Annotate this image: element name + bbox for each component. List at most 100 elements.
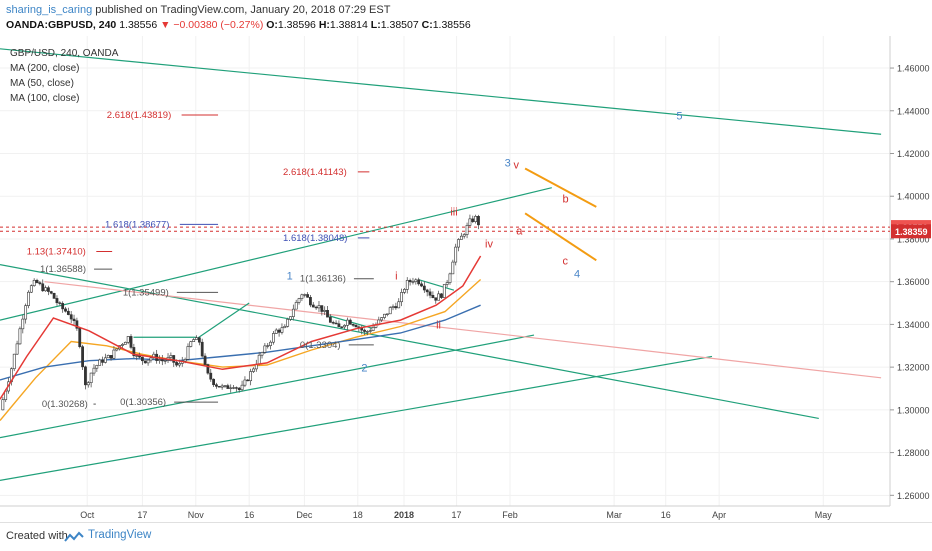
- candle-body: [158, 359, 161, 361]
- candle-body: [368, 330, 372, 332]
- candle-body: [195, 337, 198, 340]
- candle-body: [47, 287, 50, 292]
- candle-body: [55, 298, 59, 304]
- created-with-text: Created with: [6, 530, 68, 542]
- published-text: published on TradingView.com, January 20…: [95, 4, 391, 16]
- ma100-line: [0, 278, 482, 421]
- legend-ma200[interactable]: MA (200, close): [10, 63, 80, 74]
- candle-body: [400, 292, 403, 303]
- price-chart[interactable]: 1.46000 1.44000 1.42000 1.40000 1.38000 1.360…: [0, 36, 932, 522]
- candle-body: [411, 281, 415, 283]
- candle-body: [266, 345, 270, 347]
- candle-body: [277, 329, 281, 333]
- candle-body: [391, 306, 395, 308]
- legend-symbol[interactable]: GBP/USD, 240, OANDA: [10, 48, 119, 59]
- candle-body: [289, 316, 292, 320]
- wave-label: b: [562, 194, 568, 206]
- candle-body: [92, 367, 96, 374]
- trendline: [0, 334, 535, 439]
- projection-line: [524, 167, 597, 208]
- candle-body: [61, 303, 65, 310]
- fib-label: 2.618(1.41143): [283, 167, 347, 178]
- candle-body: [226, 385, 230, 389]
- candle-body: [141, 356, 144, 362]
- symbol-line: OANDA:GBPUSD, 240 1.38556 ▼ −0.00380 (−0…: [6, 19, 471, 31]
- candle-body: [38, 282, 42, 285]
- wave-label: 2: [361, 362, 367, 374]
- wave-label: 3: [505, 157, 511, 169]
- y-tick-label: 1.38000: [897, 234, 930, 244]
- x-tick-label: Apr: [712, 510, 726, 520]
- candle-body: [383, 313, 386, 318]
- x-tick-label: Mar: [606, 510, 622, 520]
- legend-ma50[interactable]: MA (50, close): [10, 78, 74, 89]
- candle-body: [103, 357, 107, 363]
- candle-body: [29, 285, 33, 293]
- candle-body: [465, 225, 469, 235]
- candle-body: [405, 280, 409, 290]
- open-value: 1.38596: [277, 19, 316, 31]
- candle-body: [98, 359, 102, 366]
- candle-body: [422, 285, 426, 291]
- candle-body: [215, 384, 218, 387]
- x-tick-label: 17: [137, 510, 147, 520]
- wave-label: 5: [676, 110, 682, 122]
- fib-label: 1(1.36588): [40, 264, 86, 275]
- legend-ma100[interactable]: MA (100, close): [10, 93, 80, 104]
- candle-body: [388, 307, 392, 315]
- y-tick-label: 1.26000: [897, 491, 930, 501]
- x-tick-label: Feb: [502, 510, 518, 520]
- candle-body: [237, 387, 241, 391]
- candle-body: [121, 344, 124, 346]
- candle-body: [232, 387, 235, 389]
- price-tag-box: [891, 224, 931, 239]
- candle-body: [340, 326, 344, 328]
- candle-body: [200, 341, 204, 357]
- wave-label: 4: [574, 268, 580, 280]
- tradingview-brand[interactable]: TradingView: [88, 529, 152, 541]
- candle-body: [146, 359, 150, 364]
- candle-body: [417, 279, 421, 285]
- price-change: −0.00380 (−0.27%): [173, 19, 264, 31]
- wave-label: iii: [450, 206, 457, 218]
- projection-line: [524, 212, 597, 262]
- candle-body: [331, 322, 335, 324]
- x-tick-label: Nov: [188, 510, 205, 520]
- price-tag-label: 1.38359: [895, 227, 928, 237]
- candle-body: [101, 359, 104, 363]
- candle-body: [474, 216, 478, 222]
- candle-body: [286, 319, 290, 327]
- candle-body: [86, 382, 90, 386]
- candle-body: [365, 331, 369, 333]
- low-value: 1.38507: [380, 19, 419, 31]
- y-tick-label: 1.28000: [897, 448, 930, 458]
- candle-body: [380, 317, 384, 321]
- candle-body: [24, 305, 28, 320]
- author-link[interactable]: sharing_is_caring: [6, 4, 93, 16]
- fib-label: 1(1.36136): [300, 274, 346, 285]
- candle-body: [371, 327, 375, 331]
- candle-body: [445, 282, 449, 285]
- wave-label: i: [395, 271, 397, 283]
- candle-body: [249, 371, 253, 382]
- candle-body: [297, 298, 301, 303]
- candle-body: [44, 287, 47, 292]
- x-tick-label: Oct: [80, 510, 95, 520]
- candle-body: [328, 316, 332, 323]
- candle-body: [459, 235, 463, 240]
- candle-body: [123, 341, 127, 345]
- candle-body: [223, 385, 227, 387]
- candle-body: [115, 348, 119, 351]
- candle-body: [403, 289, 406, 293]
- candle-body: [89, 372, 93, 383]
- open-label: O:: [266, 19, 278, 31]
- candle-body: [178, 363, 181, 366]
- footer: Created with TradingView: [0, 522, 932, 551]
- candle-body: [27, 291, 30, 306]
- candle-body: [220, 385, 224, 388]
- wave-label: c: [562, 256, 568, 268]
- candle-body: [326, 309, 329, 318]
- candle-body: [274, 329, 278, 334]
- candle-body: [240, 384, 244, 391]
- candle-body: [32, 279, 36, 287]
